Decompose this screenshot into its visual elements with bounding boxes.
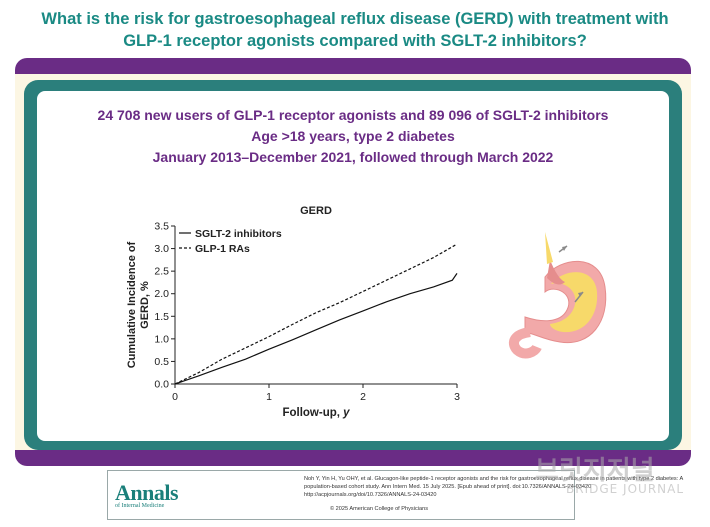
title-line-2: GLP-1 receptor agonists compared with SG… [123, 32, 587, 50]
y-axis-label-line2: GERD, % [139, 281, 151, 329]
stomach-illustration-icon [508, 232, 607, 359]
y-tick-label: 2.0 [154, 288, 169, 300]
watermark-logo-icon: 브릿지저널 [535, 456, 655, 486]
y-tick-label: 3.0 [154, 243, 169, 255]
legend-label-2: GLP-1 RAs [195, 243, 250, 255]
chart-title: GERD [300, 205, 332, 217]
citation-url: http://acpjournals.org/doi/10.7326/ANNAL… [304, 492, 437, 498]
logo-annals-icon: Annals [115, 480, 179, 505]
y-tick-label: 1.5 [154, 311, 169, 323]
y-tick-label: 0.5 [154, 356, 169, 368]
x-tick-label: 3 [454, 391, 460, 403]
x-axis-label: Follow-up, y [282, 407, 350, 419]
citation-authors: Noh Y, Yin H, Yu OHY, et al. Glucagon-li… [304, 476, 684, 482]
study-criteria: Age >18 years, type 2 diabetes [251, 128, 455, 144]
logo-annals-subtitle: of Internal Medicine [115, 503, 165, 509]
copyright: © 2025 American College of Physicians [330, 506, 429, 512]
y-tick-label: 2.5 [154, 266, 169, 278]
watermark-subtitle: BRIDGE JOURNAL [566, 482, 685, 496]
x-tick-label: 0 [172, 391, 178, 403]
citation-journal: population-based cohort study. Ann Inter… [304, 484, 592, 490]
x-tick-label: 1 [266, 391, 272, 403]
page-title: What is the risk for gastroesophageal re… [20, 8, 690, 52]
study-period: January 2013–December 2021, followed thr… [152, 149, 554, 165]
series-line-1 [174, 273, 458, 385]
y-tick-label: 1.0 [154, 333, 169, 345]
gerd-chart: GERD 0.0 0.5 1.0 1.5 2.0 2.5 3.0 3.5 0 1 2 3 Follow-u… [126, 205, 460, 419]
title-line-1: What is the risk for gastroesophageal re… [41, 10, 669, 28]
series-line-2 [174, 243, 458, 385]
y-axis-label: Cumulative Incidence of [126, 241, 138, 368]
x-tick-label: 2 [360, 391, 366, 403]
citation-box [107, 470, 575, 520]
study-population: 24 708 new users of GLP-1 receptor agoni… [97, 107, 609, 123]
y-tick-label: 0.0 [154, 379, 169, 391]
y-tick-label: 3.5 [154, 221, 169, 233]
legend-label-1: SGLT-2 inhibitors [195, 228, 282, 240]
